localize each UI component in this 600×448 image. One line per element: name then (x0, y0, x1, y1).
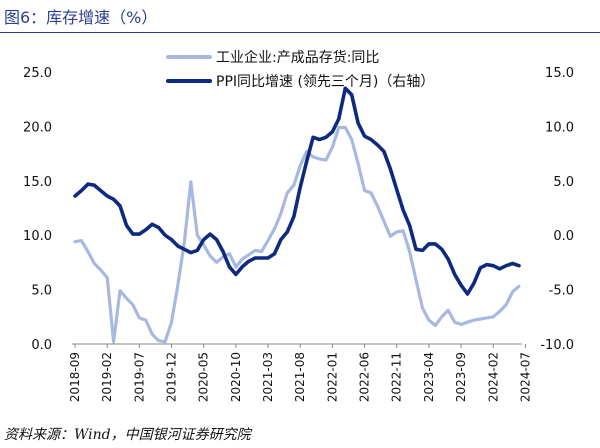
legend-label-ppi: PPI同比增速 (领先三个月)（右轴） (216, 74, 434, 90)
x-tick-label: 2021-03 (261, 352, 275, 402)
chart-title: 图6：库存增速（%） (4, 8, 158, 27)
x-tick-label: 2022-01 (325, 352, 339, 402)
x-tick-label: 2023-09 (454, 352, 468, 402)
x-tick-label: 2020-10 (229, 352, 243, 402)
chart-legend: 工业企业:产成品存货:同比 PPI同比增速 (领先三个月)（右轴） (166, 49, 434, 90)
x-tick-label: 2024-07 (518, 352, 532, 402)
x-tick-label: 2024-02 (486, 352, 500, 402)
title-divider (0, 32, 600, 33)
y-left-tick-label: 0.0 (31, 338, 52, 353)
y-right-tick-label: 10.0 (545, 120, 574, 135)
y-right-tick-label: 15.0 (545, 66, 574, 81)
y-right-tick-label: -5.0 (549, 284, 574, 299)
left-axis-ticks: 0.0 5.0 10.0 15.0 20.0 25.0 (23, 66, 52, 353)
x-tick-label: 2019-07 (132, 352, 146, 402)
y-left-tick-label: 5.0 (31, 284, 52, 299)
x-tick-label: 2022-11 (390, 352, 404, 402)
source-note: 资料来源：Wind，中国银河证券研究院 (4, 427, 251, 443)
y-right-tick-label: 5.0 (553, 175, 574, 190)
y-left-tick-label: 20.0 (23, 120, 52, 135)
right-axis-ticks: -10.0 -5.0 0.0 5.0 10.0 15.0 (540, 66, 574, 353)
x-tick-label: 2020-05 (197, 352, 211, 402)
x-tick-label: 2021-08 (293, 352, 307, 402)
y-left-tick-label: 25.0 (23, 66, 52, 81)
y-right-tick-label: 0.0 (553, 229, 574, 244)
x-tick-label: 2019-12 (165, 352, 179, 402)
x-tick-label: 2018-09 (68, 352, 82, 402)
x-tick-label: 2019-02 (100, 352, 114, 402)
y-left-tick-label: 15.0 (23, 175, 52, 190)
y-right-tick-label: -10.0 (540, 338, 574, 353)
legend-label-inventory: 工业企业:产成品存货:同比 (216, 49, 379, 66)
chart-series (73, 86, 521, 344)
series-line-ppi (73, 86, 521, 296)
x-axis-ticks: 2018-09 2019-02 2019-07 2019-12 2020-05 2020-… (68, 344, 532, 402)
x-tick-label: 2022-06 (358, 352, 372, 402)
series-line-inventory (73, 125, 521, 344)
y-left-tick-label: 10.0 (23, 229, 52, 244)
x-tick-label: 2023-04 (422, 352, 436, 402)
